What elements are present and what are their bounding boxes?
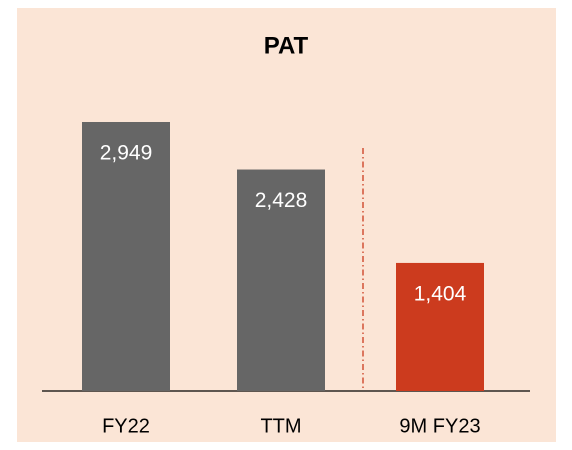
value-label: 1,404 bbox=[414, 282, 467, 305]
bar bbox=[237, 169, 325, 391]
value-label: 2,428 bbox=[255, 189, 308, 212]
x-tick-label: FY22 bbox=[102, 415, 150, 437]
bar bbox=[396, 262, 484, 391]
chart-title: PAT bbox=[264, 32, 309, 59]
x-tick-label: 9M FY23 bbox=[399, 415, 480, 437]
x-tick-label: TTM bbox=[260, 415, 301, 437]
value-label: 2,949 bbox=[100, 142, 153, 165]
bar bbox=[82, 122, 170, 391]
